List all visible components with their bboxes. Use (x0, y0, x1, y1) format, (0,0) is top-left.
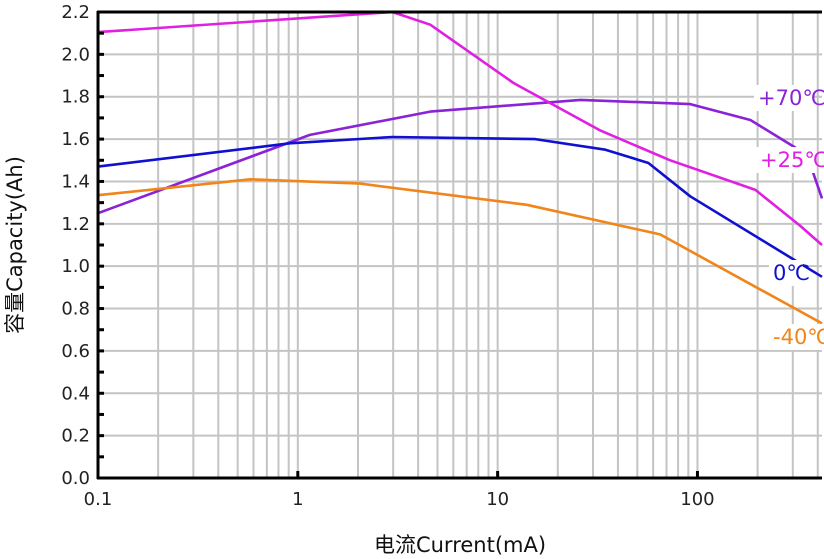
series-label: +70℃ (758, 86, 824, 110)
y-tick-label: 0.4 (61, 383, 90, 404)
series-label: -40℃ (773, 325, 824, 349)
series-lines (97, 10, 824, 325)
x-tick-label: 100 (680, 489, 714, 510)
x-tick-label: 10 (486, 489, 509, 510)
series-line (97, 178, 823, 325)
y-tick-label: 0.0 (61, 468, 90, 489)
y-tick-label: 2.0 (61, 44, 90, 65)
y-tick-label: 1.8 (61, 87, 90, 108)
axes: 0.0 0.2 0.4 0.6 0.8 1.0 1.2 1.4 1.6 1.8 2.0 2.2 0.1 1… (61, 2, 822, 510)
y-tick-label: 1.2 (61, 214, 90, 235)
x-tick-label: 0.1 (84, 489, 113, 510)
y-tick-label: 1.6 (61, 129, 90, 150)
x-tick-label: 1 (292, 489, 303, 510)
series-label-background (769, 260, 803, 286)
series-label-background (756, 147, 816, 173)
y-axis-label: 容量Capacity(Ah) (3, 156, 27, 334)
series-line (97, 10, 823, 246)
series-label-background (754, 85, 814, 111)
grid (98, 11, 822, 479)
x-axis-label: 电流Current(mA) (374, 533, 546, 557)
y-tick-label: 2.2 (61, 2, 90, 23)
series-labels: +70℃ +25℃ 0℃ -40℃ (754, 85, 824, 350)
series-label: 0℃ (773, 261, 810, 285)
y-tick-label: 1.0 (61, 256, 90, 277)
series-label-background (769, 324, 824, 350)
y-tick-label: 0.8 (61, 299, 90, 320)
series-label: +25℃ (760, 148, 824, 172)
y-tick-label: 1.4 (61, 171, 90, 192)
series-line (97, 135, 823, 278)
y-tick-label: 0.6 (61, 341, 90, 362)
y-tick-label: 0.2 (61, 426, 90, 447)
